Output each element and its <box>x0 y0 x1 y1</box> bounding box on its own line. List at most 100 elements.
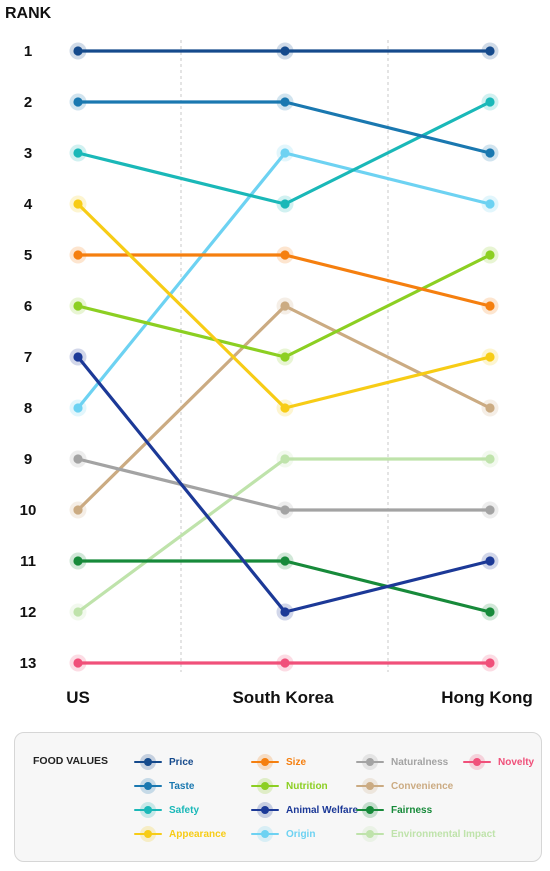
series-taste <box>69 93 499 162</box>
legend-label: Origin <box>286 828 316 840</box>
legend-item-environmental-impact: Environmental Impact <box>355 826 495 842</box>
data-point <box>280 505 290 515</box>
data-point <box>485 97 495 107</box>
data-point <box>73 556 83 566</box>
legend-swatch <box>133 826 163 842</box>
data-point <box>485 658 495 668</box>
legend-item-origin: Origin <box>250 826 315 842</box>
data-point <box>73 505 83 515</box>
data-point <box>73 301 83 311</box>
data-point <box>485 556 495 566</box>
legend-label: Taste <box>169 780 195 792</box>
rank-label: 9 <box>24 451 32 468</box>
rank-label: 1 <box>24 43 32 60</box>
legend-title: FOOD VALUES <box>33 755 109 767</box>
legend-label: Size <box>286 756 307 768</box>
data-point <box>280 148 290 158</box>
legend-label: Animal Welfare <box>286 804 359 816</box>
series-line <box>76 151 492 410</box>
legend-label: Appearance <box>169 828 227 840</box>
data-point <box>73 403 83 413</box>
legend-label: Fairness <box>391 804 433 816</box>
data-point <box>73 607 83 617</box>
series-origin <box>69 144 499 417</box>
data-point <box>280 658 290 668</box>
data-point <box>73 199 83 209</box>
legend-label: Novelty <box>498 756 535 768</box>
rank-label: 3 <box>24 145 32 162</box>
legend-swatch <box>355 778 385 794</box>
data-point <box>485 454 495 464</box>
legend-label: Convenience <box>391 780 454 792</box>
category-label: Hong Kong <box>441 688 533 707</box>
data-point <box>73 46 83 56</box>
legend-swatch <box>250 778 280 794</box>
data-point <box>280 607 290 617</box>
rank-label: 12 <box>20 604 37 621</box>
rank-label: 8 <box>24 400 32 417</box>
category-axis-labels: US South Korea Hong Kong <box>66 688 533 707</box>
series-fairness <box>69 552 499 621</box>
data-point <box>485 250 495 260</box>
category-label: South Korea <box>232 688 334 707</box>
data-point <box>485 46 495 56</box>
series-animal-welfare <box>69 348 499 621</box>
series-appearance <box>69 195 499 417</box>
legend-swatch <box>250 802 280 818</box>
data-point <box>280 46 290 56</box>
data-point <box>280 250 290 260</box>
rank-label: 7 <box>24 349 32 366</box>
y-axis-title: RANK <box>5 5 52 22</box>
legend-item-appearance: Appearance <box>133 826 226 842</box>
legend-item-fairness: Fairness <box>355 802 432 818</box>
rank-label: 4 <box>24 196 33 213</box>
data-point <box>485 301 495 311</box>
legend-item-animal-welfare: Animal Welfare <box>250 802 358 818</box>
data-point <box>73 148 83 158</box>
series-environmental-impact <box>69 450 499 621</box>
data-point <box>280 556 290 566</box>
data-point <box>280 403 290 413</box>
legend-swatch <box>250 826 280 842</box>
data-point <box>280 301 290 311</box>
legend-swatch <box>133 754 163 770</box>
rank-label: 2 <box>24 94 32 111</box>
data-point <box>73 352 83 362</box>
legend-swatch <box>133 778 163 794</box>
rank-label: 10 <box>20 502 37 519</box>
legend-item-nutrition: Nutrition <box>250 778 328 794</box>
legend-swatch <box>462 754 492 770</box>
legend-label: Environmental Impact <box>391 828 496 840</box>
series-line <box>76 355 492 614</box>
data-point <box>485 607 495 617</box>
rank-label: 11 <box>20 553 36 570</box>
data-point <box>280 454 290 464</box>
legend-swatch <box>355 826 385 842</box>
series-size <box>69 246 499 315</box>
data-point <box>73 658 83 668</box>
data-point <box>280 352 290 362</box>
legend-swatch <box>133 802 163 818</box>
legend-swatch <box>355 802 385 818</box>
legend-swatch <box>250 754 280 770</box>
legend-item-convenience: Convenience <box>355 778 453 794</box>
legend-item-price: Price <box>133 754 193 770</box>
legend-label: Nutrition <box>286 780 328 792</box>
legend-item-taste: Taste <box>133 778 194 794</box>
data-point <box>485 403 495 413</box>
series-line <box>76 457 492 614</box>
data-point <box>73 454 83 464</box>
series-price <box>69 42 499 60</box>
data-point <box>280 97 290 107</box>
legend-item-safety: Safety <box>133 802 199 818</box>
category-label: US <box>66 688 90 707</box>
data-point <box>280 199 290 209</box>
data-point <box>485 199 495 209</box>
legend-label: Naturalness <box>391 756 449 768</box>
legend-label: Safety <box>169 804 200 816</box>
data-point <box>485 505 495 515</box>
legend: FOOD VALUES Price Taste Safety Appearance Si… <box>14 732 542 862</box>
legend-swatch <box>355 754 385 770</box>
